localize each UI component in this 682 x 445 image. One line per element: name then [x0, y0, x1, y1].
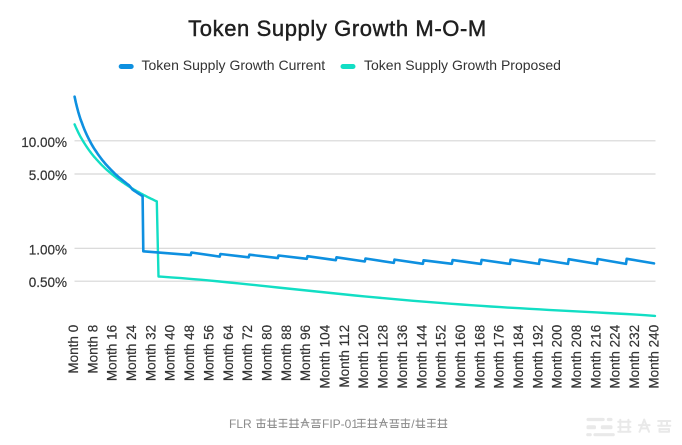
svg-text:Month 56: Month 56 [201, 325, 216, 381]
svg-text:Month 32: Month 32 [143, 325, 158, 381]
svg-text:0.50%: 0.50% [29, 275, 67, 290]
svg-text:Month 24: Month 24 [124, 324, 139, 381]
svg-text:Month 16: Month 16 [105, 325, 120, 381]
svg-text:Month 160: Month 160 [453, 325, 468, 389]
svg-text:/: / [411, 417, 415, 431]
svg-text:FLR: FLR [229, 417, 252, 431]
svg-text:Month 240: Month 240 [646, 325, 661, 389]
svg-text:Token Supply Growth Proposed: Token Supply Growth Proposed [364, 57, 561, 73]
svg-text:Month 72: Month 72 [240, 325, 255, 381]
svg-text:Month 64: Month 64 [221, 324, 236, 381]
svg-text:FIP-01: FIP-01 [322, 417, 358, 431]
svg-text:Month 104: Month 104 [318, 324, 333, 388]
svg-text:Month 136: Month 136 [395, 325, 410, 389]
svg-text:Month 232: Month 232 [627, 325, 642, 389]
svg-text:1.00%: 1.00% [29, 242, 67, 257]
svg-text:Month 192: Month 192 [530, 325, 545, 389]
svg-text:Month 96: Month 96 [298, 325, 313, 381]
svg-text:Month 152: Month 152 [434, 325, 449, 389]
svg-text:Month 208: Month 208 [569, 325, 584, 389]
svg-text:Month 144: Month 144 [414, 324, 429, 388]
svg-text:Token Supply Growth M-O-M: Token Supply Growth M-O-M [188, 16, 487, 41]
svg-text:Month 224: Month 224 [608, 324, 623, 388]
svg-text:Month 0: Month 0 [66, 325, 81, 374]
svg-text:Month 128: Month 128 [376, 325, 391, 389]
svg-text:Month 216: Month 216 [588, 325, 603, 389]
svg-text:Month 200: Month 200 [550, 325, 565, 389]
svg-text:10.00%: 10.00% [21, 135, 67, 150]
svg-text:Month 176: Month 176 [492, 325, 507, 389]
svg-text:Month 168: Month 168 [472, 325, 487, 389]
svg-text:Month 40: Month 40 [163, 325, 178, 381]
svg-text:Month 8: Month 8 [85, 325, 100, 374]
svg-text:Month 80: Month 80 [260, 325, 275, 381]
svg-text:Month 48: Month 48 [182, 325, 197, 381]
svg-text:Month 120: Month 120 [356, 325, 371, 389]
svg-text:Month 184: Month 184 [511, 324, 526, 388]
svg-text:5.00%: 5.00% [29, 168, 67, 183]
svg-text:Month 112: Month 112 [337, 325, 352, 388]
svg-text:Month 88: Month 88 [279, 325, 294, 381]
svg-text:Token Supply Growth Current: Token Supply Growth Current [142, 57, 326, 73]
